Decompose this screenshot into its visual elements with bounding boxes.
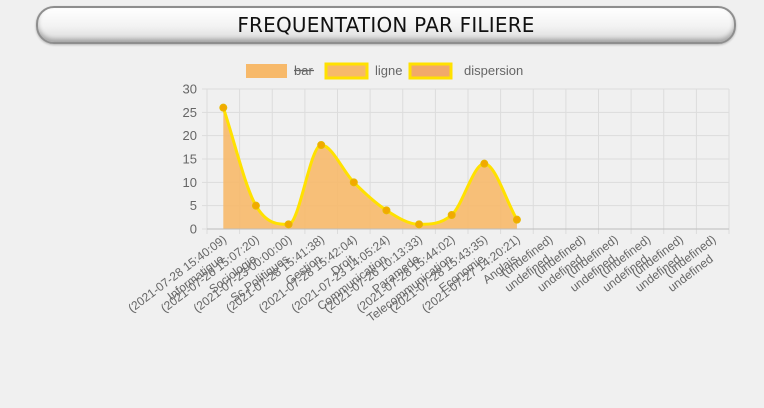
legend-swatch: [408, 62, 453, 80]
legend-label: dispersion: [464, 63, 523, 78]
data-point[interactable]: [219, 103, 228, 112]
data-point[interactable]: [447, 211, 456, 219]
data-point[interactable]: [251, 201, 260, 210]
data-point[interactable]: [284, 220, 293, 229]
y-tick-label: 15: [183, 152, 197, 167]
y-tick-label: 0: [190, 222, 197, 237]
data-point[interactable]: [480, 159, 489, 168]
legend-item-bar[interactable]: bar: [246, 63, 314, 78]
chart-legend[interactable]: bar ligne dispersion: [246, 62, 523, 80]
y-tick-label: 20: [183, 128, 197, 143]
chart-grid: [202, 88, 730, 234]
legend-swatch: [324, 62, 369, 80]
data-point[interactable]: [512, 215, 521, 224]
data-point[interactable]: [317, 141, 326, 149]
legend-item-ligne[interactable]: ligne: [324, 62, 402, 80]
legend-swatch: [246, 64, 287, 78]
y-tick-label: 25: [183, 105, 197, 120]
chart-points-layer: [219, 103, 521, 229]
chart-area-layer: [221, 107, 519, 229]
legend-label: ligne: [375, 63, 402, 78]
series-area-fill: [223, 107, 517, 229]
chart-title-banner: FREQUENTATION PAR FILIERE: [36, 6, 736, 44]
data-point[interactable]: [415, 220, 424, 229]
legend-item-dispersion[interactable]: dispersion: [408, 62, 523, 80]
series-line: [221, 107, 519, 226]
page-title: FREQUENTATION PAR FILIERE: [237, 13, 535, 37]
y-tick-label: 5: [190, 198, 197, 213]
y-tick-label: 10: [183, 175, 197, 190]
data-point[interactable]: [349, 178, 358, 187]
data-point[interactable]: [382, 206, 391, 215]
y-tick-label: 30: [183, 82, 197, 97]
